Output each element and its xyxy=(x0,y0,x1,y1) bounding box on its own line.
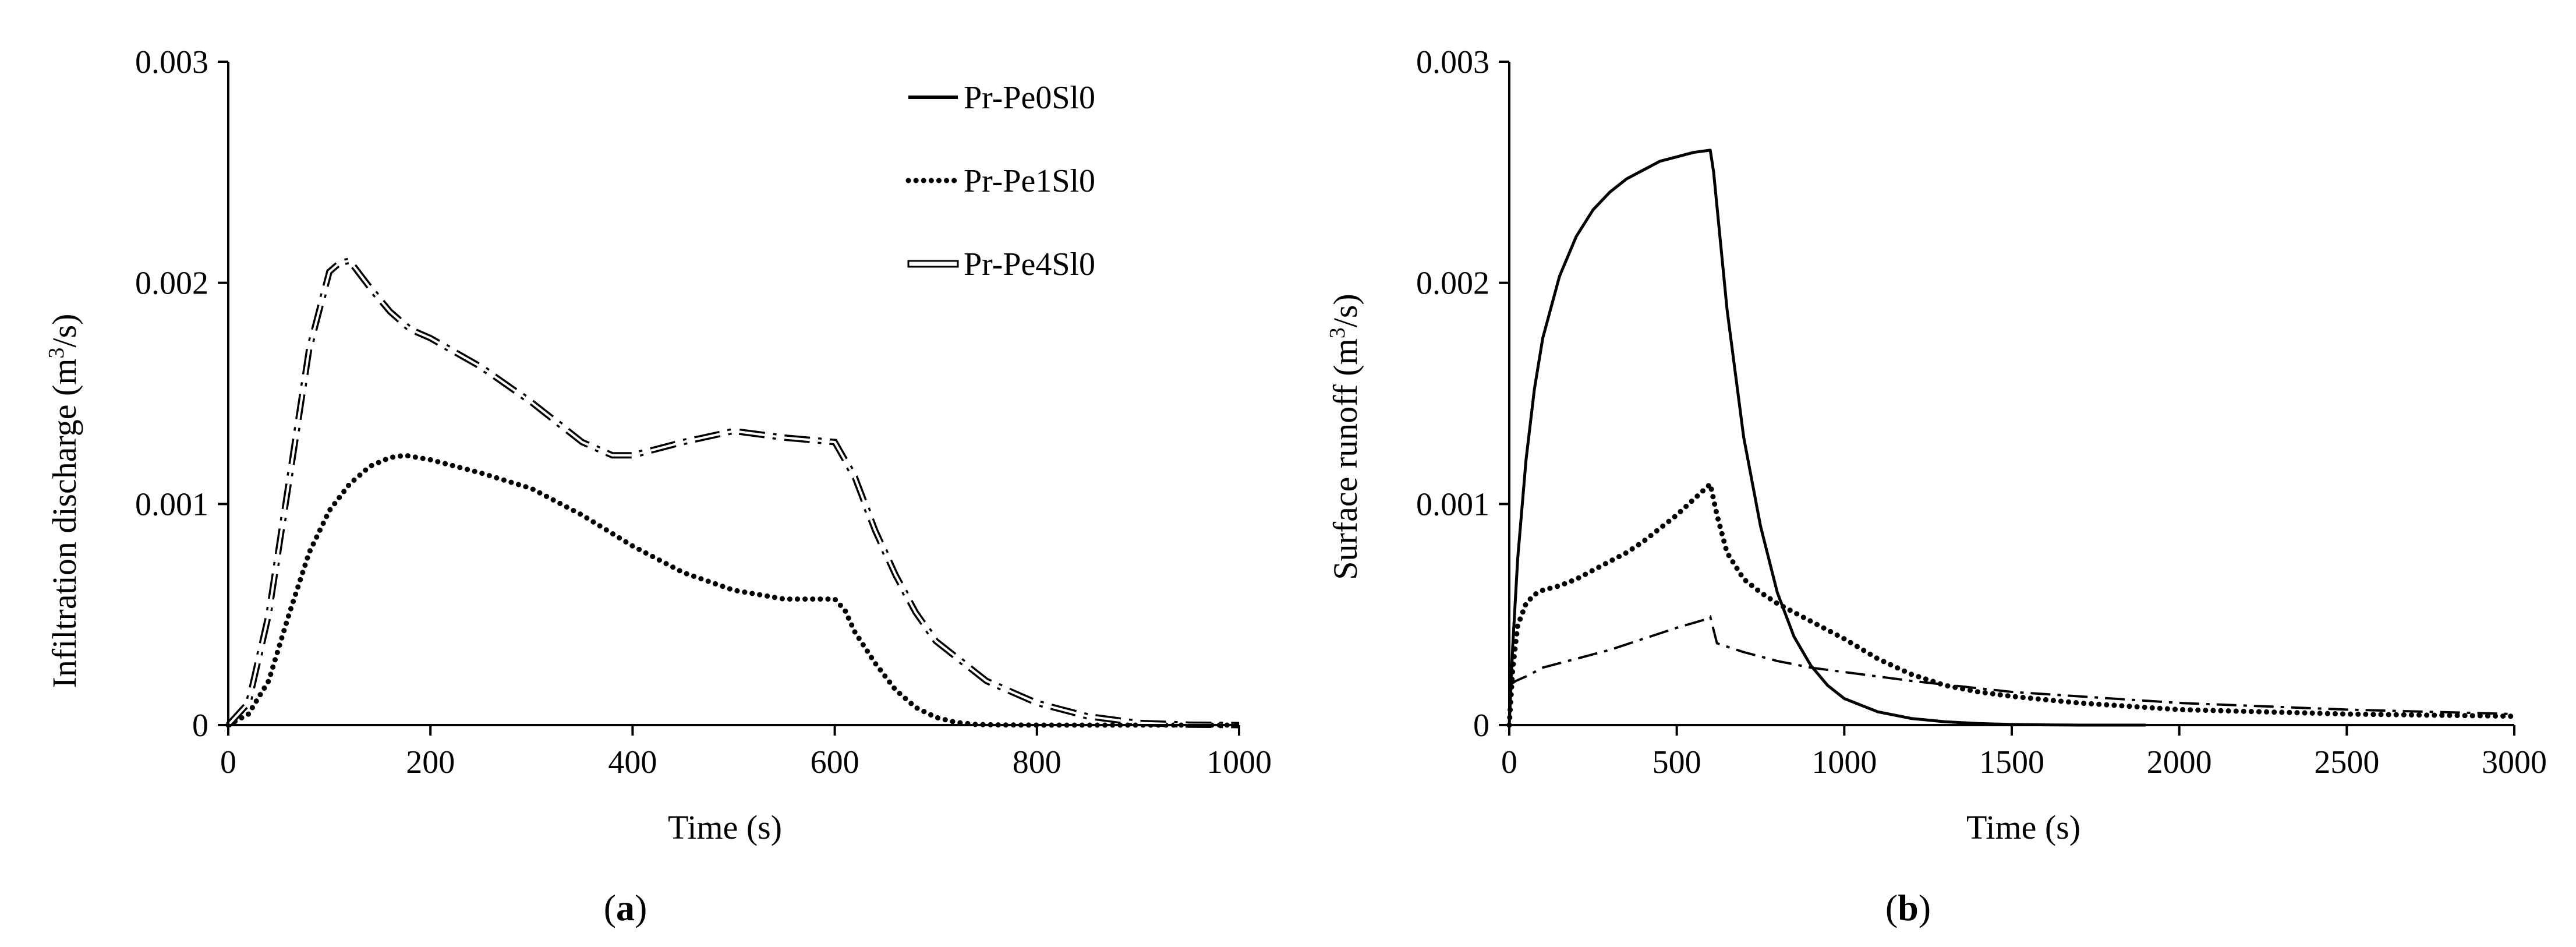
x-tick-label: 1500 xyxy=(1979,744,2044,780)
panel-b-y-axis-ticks: 0 0.001 0.002 0.003 xyxy=(1416,44,1509,744)
panel-a-caption: (a) xyxy=(604,887,647,928)
series-pr-pe1sl0-line xyxy=(225,453,1242,728)
series-pr-pe4sl0-line xyxy=(225,257,1240,729)
y-tick-label: 0.002 xyxy=(135,266,208,302)
y-tick-label: 0.002 xyxy=(1416,266,1489,302)
x-tick-label: 200 xyxy=(406,744,455,780)
y-tick-label: 0.001 xyxy=(135,486,208,522)
panel-a-series xyxy=(225,257,1242,729)
x-tick-label: 400 xyxy=(608,744,657,780)
panel-a-x-axis-title: Time (s) xyxy=(668,808,782,846)
legend-label-pe0: Pr-Pe0Sl0 xyxy=(964,80,1095,116)
y-tick-label: 0.003 xyxy=(1416,44,1489,80)
panel-b-x-axis-title: Time (s) xyxy=(1966,808,2080,846)
series-pr-pe4sl0-line-inner xyxy=(227,259,1240,726)
panel-b-caption: (b) xyxy=(1885,887,1931,928)
x-tick-label: 500 xyxy=(1653,744,1701,780)
x-tick-label: 3000 xyxy=(2482,744,2547,780)
x-tick-label: 1000 xyxy=(1811,744,1877,780)
panel-b-x-axis-ticks: 0 500 1000 1500 2000 2500 3000 xyxy=(1501,725,2547,780)
panel-a-y-axis-title: Infiltration discharge (m3/s) xyxy=(44,314,83,688)
x-tick-label: 1000 xyxy=(1206,744,1272,780)
panel-b-y-axis-title: Surface runoff (m3/s) xyxy=(1325,294,1364,579)
series-pr-pe1sl0-line xyxy=(1506,479,2517,728)
x-tick-label: 800 xyxy=(1013,744,1061,780)
y-tick-label: 0.003 xyxy=(135,44,208,80)
panel-b-series xyxy=(1506,149,2517,728)
panel-a-chart: 0 0.001 0.002 0.003 0 200 400 600 800 1000 Time … xyxy=(44,44,1272,928)
legend: Pr-Pe0Sl0 Pr-Pe1Sl0 Pr-Pe4Sl0 xyxy=(905,80,1095,282)
x-tick-label: 0 xyxy=(220,744,236,780)
x-tick-label: 2500 xyxy=(2314,744,2379,780)
y-tick-label: 0.001 xyxy=(1416,486,1489,522)
legend-label-pe1: Pr-Pe1Sl0 xyxy=(964,163,1095,199)
series-pr-pe0sl0-line xyxy=(1508,149,2146,727)
panel-b-chart: 0 0.001 0.002 0.003 0 500 1000 1500 2000 2500 300… xyxy=(1325,44,2547,928)
x-tick-label: 0 xyxy=(1501,744,1517,780)
legend-line-dashdot-double xyxy=(907,260,959,268)
panel-a-y-axis-ticks: 0 0.001 0.002 0.003 xyxy=(135,44,228,744)
y-tick-label: 0 xyxy=(1473,708,1489,744)
series-pr-pe4sl0-line xyxy=(1508,614,2515,715)
legend-label-pe4: Pr-Pe4Sl0 xyxy=(964,246,1095,282)
x-tick-label: 2000 xyxy=(2147,744,2212,780)
x-tick-label: 600 xyxy=(811,744,859,780)
panel-a-x-axis-ticks: 0 200 400 600 800 1000 xyxy=(220,725,1272,780)
y-tick-label: 0 xyxy=(192,708,208,744)
